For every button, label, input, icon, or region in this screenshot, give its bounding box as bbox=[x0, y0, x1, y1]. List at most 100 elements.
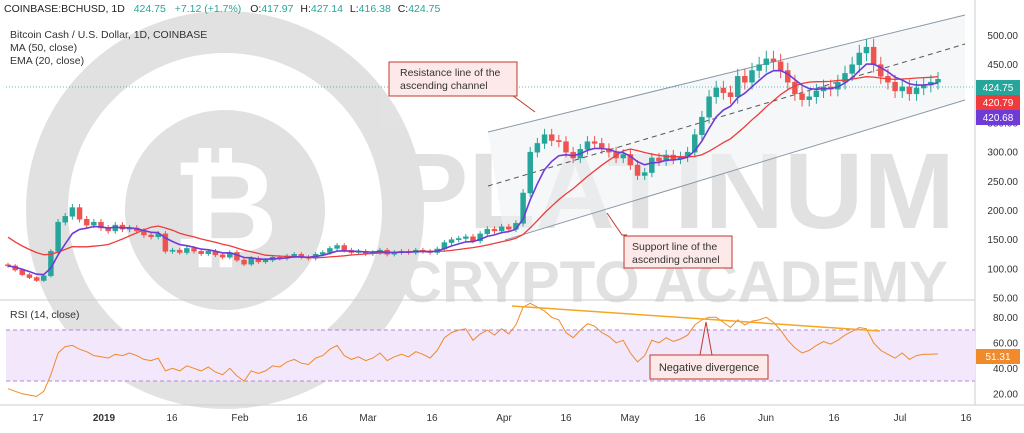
header-change: +7.12 (+1.7%) bbox=[175, 3, 242, 15]
candle bbox=[935, 71, 941, 90]
candle bbox=[763, 50, 770, 73]
candle bbox=[76, 203, 83, 223]
candle bbox=[83, 216, 90, 229]
price-axis: 50.00100.00150.00200.00250.00300.00350.0… bbox=[987, 31, 1018, 305]
header-h: 427.14 bbox=[311, 3, 343, 15]
candle bbox=[706, 89, 712, 124]
rsi-line bbox=[7, 302, 939, 397]
candle bbox=[548, 128, 555, 147]
ma-50-line bbox=[7, 75, 939, 259]
header-l-label: L: bbox=[350, 3, 359, 15]
candle bbox=[334, 243, 340, 251]
channel-fill bbox=[488, 15, 965, 240]
candle bbox=[491, 226, 498, 234]
price-tick-label: 500.00 bbox=[987, 31, 1018, 42]
candle bbox=[749, 62, 755, 90]
divergence-line bbox=[511, 305, 881, 332]
watermark-logo-outer bbox=[26, 11, 424, 409]
rsi-tick-label: 80.00 bbox=[993, 313, 1018, 324]
resistance-line bbox=[487, 14, 966, 133]
last-price-tag-text: 424.75 bbox=[983, 83, 1014, 94]
annotation-divergence: Negative divergence bbox=[649, 321, 769, 380]
time-tick-label: Jul bbox=[894, 413, 907, 424]
time-axis: 17 2019 16 Feb 16 Mar 16 Apr 16 May 16 Jun 16 Jul 16 bbox=[32, 413, 972, 424]
rsi-value-tag-text: 51.31 bbox=[985, 352, 1010, 363]
candle bbox=[448, 237, 455, 246]
header-c-label: C: bbox=[398, 3, 409, 15]
candle bbox=[563, 136, 569, 158]
ema-price-tag-text: 420.68 bbox=[983, 113, 1014, 124]
time-tick-label: 2019 bbox=[93, 413, 116, 424]
candle bbox=[806, 89, 812, 107]
candle bbox=[198, 249, 204, 256]
annotation-resistance-line1: Resistance line of the bbox=[400, 67, 501, 79]
ma-price-tag: 420.79 bbox=[976, 95, 1020, 110]
header-last: 424.75 bbox=[134, 3, 166, 15]
candle bbox=[241, 258, 247, 267]
ema-20-line bbox=[7, 63, 939, 276]
candle bbox=[756, 56, 762, 79]
candle bbox=[527, 146, 533, 198]
candle bbox=[692, 128, 698, 158]
candle bbox=[477, 231, 483, 244]
rsi-tick-label: 40.00 bbox=[993, 364, 1018, 375]
candle bbox=[169, 247, 176, 254]
candle bbox=[219, 252, 226, 260]
candle bbox=[484, 226, 491, 237]
time-tick-label: Jun bbox=[758, 413, 774, 424]
chart-title: Bitcoin Cash / U.S. Dollar, 1D, COINBASE bbox=[10, 29, 207, 41]
price-tick-label: 450.00 bbox=[987, 60, 1018, 71]
annotation-resistance-line2: ascending channel bbox=[400, 80, 488, 92]
time-tick-label: Apr bbox=[496, 413, 512, 424]
candle bbox=[591, 136, 598, 149]
header-o: 417.97 bbox=[261, 3, 293, 15]
candle bbox=[720, 80, 727, 100]
channel-midline bbox=[487, 43, 966, 187]
time-tick-label: Mar bbox=[359, 413, 377, 424]
price-tick-label: 200.00 bbox=[987, 206, 1018, 217]
support-line bbox=[504, 99, 966, 241]
candle bbox=[556, 134, 562, 148]
candle bbox=[649, 152, 655, 178]
price-tick-label: 100.00 bbox=[987, 264, 1018, 275]
candle bbox=[69, 203, 76, 220]
header-h-label: H: bbox=[300, 3, 311, 15]
candle bbox=[455, 235, 462, 243]
header-line: COINBASE:BCHUSD, 1D 424.75 +7.12 (+1.7%)… bbox=[4, 3, 440, 15]
candle bbox=[634, 160, 641, 181]
price-tick-label: 300.00 bbox=[987, 148, 1018, 159]
rsi-value-tag: 51.31 bbox=[976, 349, 1020, 364]
last-price-tag: 424.75 bbox=[976, 80, 1020, 95]
annotation-divergence-text: Negative divergence bbox=[659, 362, 759, 374]
candle bbox=[184, 246, 190, 255]
time-tick-label: 16 bbox=[296, 413, 308, 424]
time-tick-label: 16 bbox=[166, 413, 178, 424]
rsi-band bbox=[6, 330, 975, 382]
candle bbox=[41, 274, 47, 282]
candle bbox=[878, 56, 884, 84]
candle bbox=[55, 219, 61, 254]
header-l: 416.38 bbox=[359, 3, 391, 15]
rsi-tick-label: 60.00 bbox=[993, 338, 1018, 349]
legend-ema: EMA (20, close) bbox=[10, 55, 84, 67]
rsi-label: RSI (14, close) bbox=[10, 309, 79, 321]
annotation-support-line2: ascending channel bbox=[632, 254, 720, 266]
candle bbox=[5, 262, 11, 268]
candle bbox=[913, 80, 920, 101]
rsi-axis: 20.00 40.00 60.00 80.00 bbox=[993, 313, 1018, 401]
ascending-channel bbox=[487, 14, 966, 241]
header: COINBASE:BCHUSD, 1D 424.75 +7.12 (+1.7%)… bbox=[4, 3, 440, 321]
candle bbox=[105, 225, 111, 234]
ma-price-tag-text: 420.79 bbox=[983, 98, 1014, 109]
price-tick-label: 50.00 bbox=[993, 294, 1018, 305]
time-tick-label: May bbox=[621, 413, 640, 424]
candle bbox=[534, 137, 541, 158]
price-tick-label: 250.00 bbox=[987, 177, 1018, 188]
time-tick-label: 16 bbox=[560, 413, 572, 424]
candle bbox=[148, 232, 154, 240]
header-symbol: COINBASE:BCHUSD, 1D bbox=[4, 3, 125, 15]
candle bbox=[641, 167, 648, 181]
candle bbox=[627, 149, 634, 170]
candle bbox=[699, 110, 705, 141]
